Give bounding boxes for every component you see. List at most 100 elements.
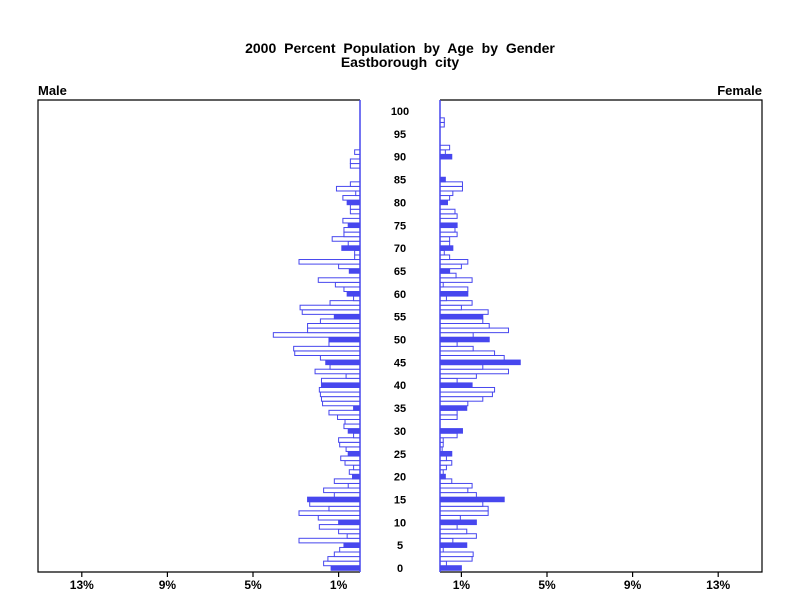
bar-male-age-41 (320, 377, 361, 384)
bar-male-age-2 (327, 556, 361, 562)
bar-female-age-29 (439, 432, 458, 439)
bar-female-age-85 (439, 176, 446, 183)
bar-male-age-67 (298, 259, 361, 265)
bar-female-age-12 (439, 510, 489, 516)
age-tick-label-40: 40 (394, 380, 406, 392)
bar-male-age-59 (353, 295, 361, 302)
bar-male-age-4 (339, 546, 361, 553)
bar-male-age-3 (333, 551, 361, 558)
bar-female-age-60 (439, 291, 469, 297)
bar-female-age-51 (439, 332, 474, 338)
bar-male-age-76 (342, 217, 361, 224)
bar-female-age-43 (439, 368, 509, 375)
bar-male-age-78 (349, 208, 361, 215)
bar-female-age-91 (439, 149, 446, 155)
bar-male-age-29 (353, 432, 361, 439)
bar-male-age-6 (298, 537, 361, 544)
bar-female-age-7 (439, 533, 477, 539)
bar-male-age-84 (349, 181, 361, 187)
bar-male-age-69 (354, 249, 361, 256)
bar-male-age-71 (347, 240, 361, 247)
bar-male-age-11 (317, 514, 361, 521)
age-tick-label-65: 65 (394, 266, 406, 278)
bar-female-age-35 (439, 405, 468, 411)
bar-female-age-41 (439, 377, 458, 384)
inner-axes-group (359, 100, 441, 572)
bar-male-age-83 (335, 185, 361, 192)
age-tick-label-100: 100 (391, 106, 409, 118)
chart-title: 2000 Percent Population by Age by Gender (245, 40, 555, 56)
bar-male-age-17 (323, 487, 361, 494)
bar-female-age-25 (439, 450, 453, 457)
male-panel-frame (37, 99, 360, 573)
right-tick-label-5%: 5% (538, 578, 556, 592)
bar-male-age-48 (293, 345, 361, 352)
bar-female-age-39 (439, 386, 496, 393)
bar-male-age-13 (328, 505, 361, 512)
bar-female-age-78 (439, 208, 456, 215)
age-tick-label-25: 25 (394, 449, 406, 461)
bar-female-age-18 (439, 482, 473, 489)
male-bars-group (272, 149, 361, 571)
bar-female-age-44 (439, 364, 484, 370)
bar-female-age-52 (439, 327, 509, 334)
age-tick-label-75: 75 (394, 220, 406, 232)
bar-male-age-27 (339, 441, 361, 448)
age-axis-labels-group: 0 5 10 15 20 25 30 35 40 45 50 55 60 65 70 75 80 85 90 95 10… (391, 106, 409, 575)
age-tick-label-20: 20 (394, 472, 406, 484)
bar-male-age-75 (347, 222, 361, 229)
right-tick-label-9%: 9% (624, 578, 642, 592)
bar-male-age-65 (348, 268, 361, 274)
bar-male-age-23 (344, 460, 361, 466)
bar-male-age-43 (314, 368, 361, 375)
bar-male-age-22 (353, 464, 361, 471)
female-panel-frame (440, 99, 763, 573)
age-tick-label-15: 15 (394, 494, 406, 506)
bar-male-age-12 (298, 510, 361, 516)
age-tick-label-90: 90 (394, 152, 406, 164)
bar-male-age-50 (328, 336, 361, 343)
bar-female-age-50 (439, 336, 490, 343)
bar-female-age-23 (439, 460, 453, 466)
bar-male-age-9 (318, 524, 361, 530)
bar-female-age-34 (439, 409, 458, 416)
bar-female-age-82 (439, 190, 454, 197)
bar-female-age-24 (439, 455, 447, 462)
bar-female-age-22 (439, 464, 447, 471)
bar-male-age-37 (320, 396, 361, 402)
bar-female-age-45 (439, 359, 521, 366)
bar-male-age-28 (338, 437, 361, 443)
bar-male-age-20 (352, 473, 361, 480)
bar-male-age-73 (343, 231, 361, 238)
bar-male-age-49 (328, 341, 361, 347)
bar-female-age-92 (439, 144, 451, 151)
bar-male-age-57 (299, 304, 361, 311)
bar-female-age-57 (439, 304, 462, 311)
age-tick-label-70: 70 (394, 243, 406, 255)
bar-female-age-17 (439, 487, 469, 494)
bar-female-age-75 (439, 222, 458, 229)
left-tick-label-13%: 13% (70, 578, 94, 592)
bar-female-age-83 (439, 185, 463, 192)
bar-male-age-56 (301, 309, 361, 315)
bar-male-age-18 (347, 482, 361, 489)
age-tick-label-95: 95 (394, 129, 406, 141)
x-axis-ticks-group: 1% 1% 5% 5% 9% 9% 13% 13% (70, 572, 731, 592)
age-tick-label-60: 60 (394, 289, 406, 301)
bar-female-age-70 (439, 245, 454, 251)
bar-female-age-90 (439, 153, 453, 160)
bar-male-age-0 (330, 565, 361, 571)
bar-male-age-10 (338, 519, 361, 526)
bar-female-age-59 (439, 295, 447, 302)
bar-male-age-79 (349, 204, 361, 210)
bar-male-age-25 (347, 450, 361, 457)
bar-male-age-36 (322, 400, 361, 407)
age-tick-label-0: 0 (397, 563, 403, 575)
bar-male-age-40 (320, 382, 361, 388)
bar-female-age-38 (439, 391, 493, 398)
bar-male-age-47 (294, 350, 361, 356)
female-bars-group (439, 117, 521, 571)
right-tick-label-13%: 13% (706, 578, 730, 592)
bar-female-age-63 (439, 277, 473, 283)
bar-female-age-47 (439, 350, 496, 356)
